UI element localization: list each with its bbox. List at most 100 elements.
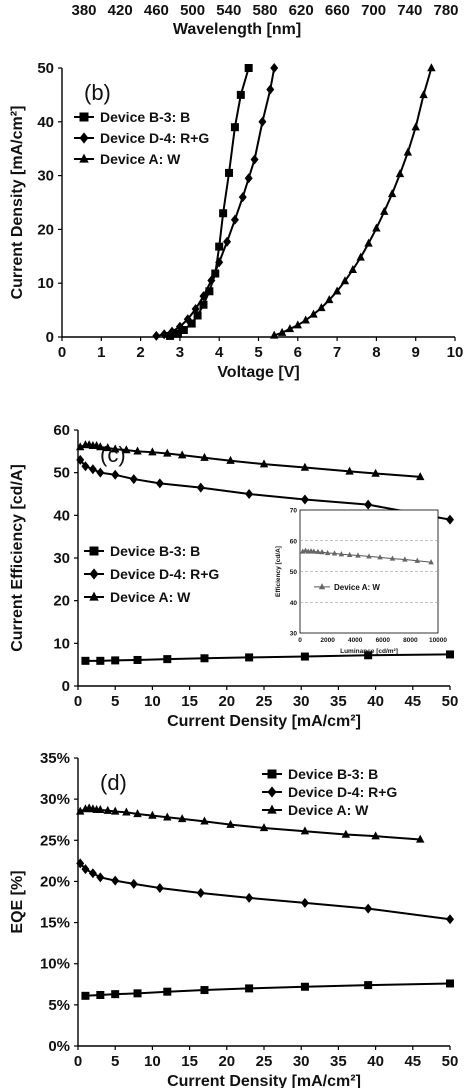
data-point xyxy=(364,903,373,914)
data-point xyxy=(300,494,309,505)
data-point xyxy=(163,448,172,457)
inset-x-axis-title: Luminance [cd/m²] xyxy=(340,648,398,655)
data-point xyxy=(403,147,413,156)
data-point xyxy=(325,295,334,304)
data-point xyxy=(317,303,326,312)
x-tick-label: 2 xyxy=(136,344,144,361)
x-axis-title: Voltage [V] xyxy=(217,364,299,381)
data-point xyxy=(205,287,214,296)
series-line xyxy=(85,653,451,662)
legend-item: Device B-3: B xyxy=(74,109,190,125)
inset-chart: 30 40 50 60 70 0 2000 4000 6000 8000 10000 Luminanc… xyxy=(275,508,447,656)
inset-x-tick-label: 4000 xyxy=(348,637,363,644)
axes-d xyxy=(77,758,450,1047)
data-point xyxy=(148,810,157,819)
inset-legend-marker xyxy=(318,583,326,590)
legend-label: Device B-3: B xyxy=(288,766,378,782)
series-line xyxy=(79,807,421,841)
data-point xyxy=(446,979,454,988)
inset-x-tick-label: 8000 xyxy=(403,637,418,644)
y-tick-label: 0 xyxy=(62,678,70,695)
data-point xyxy=(411,122,420,131)
data-point xyxy=(300,462,310,471)
y-axis-title: EQE [%] xyxy=(9,870,26,933)
y-tick-label: 30% xyxy=(40,791,70,808)
inset-y-tick-label: 30 xyxy=(290,631,298,638)
data-point xyxy=(387,189,397,198)
y-axis-title: Current Density [mA/cm²] xyxy=(9,106,26,300)
x-axis-title: Current Density [mA/cm²] xyxy=(167,713,361,730)
legend-item: Device A: W xyxy=(84,589,191,605)
data-point xyxy=(250,154,259,165)
legend-marker xyxy=(267,804,277,814)
data-point xyxy=(309,309,318,318)
data-point xyxy=(230,123,239,132)
x-tick-label: 5 xyxy=(254,344,262,361)
top-axis-tick-label: 620 xyxy=(289,2,314,19)
data-point xyxy=(245,489,254,499)
x-tick-label: 15 xyxy=(181,693,198,710)
y-tick-label: 60 xyxy=(53,422,70,439)
x-tick-label: 30 xyxy=(293,693,310,710)
data-point xyxy=(81,864,90,875)
panel-d: 0 5 10 15 20 25 30 35 40 45 50 0% 5% 10% 15% 20% 25% 30% 3… xyxy=(9,750,458,1088)
data-point xyxy=(215,242,224,251)
legend-item: Device B-3: B xyxy=(262,766,378,782)
panel-label: (d) xyxy=(100,770,127,795)
inset-data-point xyxy=(319,549,325,555)
data-point xyxy=(111,990,120,999)
data-point xyxy=(301,315,310,324)
data-point xyxy=(230,214,239,225)
data-point xyxy=(364,651,373,660)
top-axis-tick-label: 540 xyxy=(216,2,241,19)
data-point xyxy=(416,834,425,843)
y-tick-label: 5% xyxy=(48,997,70,1014)
data-point xyxy=(96,656,105,665)
data-point xyxy=(270,63,279,73)
data-point xyxy=(196,482,205,493)
data-point xyxy=(179,326,188,335)
data-point xyxy=(168,326,177,337)
data-point xyxy=(200,986,209,995)
x-tick-label: 5 xyxy=(111,1053,119,1070)
data-point xyxy=(76,858,85,869)
x-tick-label: 50 xyxy=(442,1053,459,1070)
data-point xyxy=(177,814,187,823)
series-line xyxy=(85,982,451,997)
data-point xyxy=(88,868,97,879)
legend-item: Device D-4: R+G xyxy=(262,784,397,800)
data-point xyxy=(427,63,436,72)
data-point xyxy=(166,331,175,340)
y-tick-label: 0% xyxy=(48,1038,70,1055)
inset-data-point xyxy=(315,548,321,554)
x-tick-label: 25 xyxy=(256,693,273,710)
data-point xyxy=(200,816,209,825)
data-point xyxy=(226,819,235,828)
legend-label: Device D-4: R+G xyxy=(100,130,209,146)
data-point xyxy=(76,454,85,465)
data-point xyxy=(380,206,389,215)
panel-b: 0 1 2 3 4 5 6 7 8 9 10 0 10 20 30 40 50 Voltage [V] Curren… xyxy=(9,2,463,381)
top-axis-tick-label: 580 xyxy=(252,2,277,19)
x-axis-title: Current Density [mA/cm²] xyxy=(167,1073,361,1088)
y-tick-label: 35% xyxy=(40,750,70,767)
series-line xyxy=(79,862,451,921)
y-tick-label: 40 xyxy=(53,507,70,524)
x-tick-label: 0 xyxy=(58,344,66,361)
data-point xyxy=(133,809,142,818)
top-axis-tick-label: 660 xyxy=(325,2,350,19)
data-point xyxy=(245,984,254,993)
data-point xyxy=(96,872,105,883)
data-point xyxy=(219,209,228,218)
x-tick-label: 30 xyxy=(293,1053,310,1070)
series-square xyxy=(81,979,454,1000)
legend-label: Device A: W xyxy=(288,802,369,818)
y-tick-label: 30 xyxy=(37,168,54,185)
data-point xyxy=(371,831,380,840)
y-axis-title: Current Efficiency [cd/A] xyxy=(9,464,26,652)
inset-data-point xyxy=(311,548,317,554)
inset-x-tick-label: 6000 xyxy=(376,637,391,644)
data-point xyxy=(348,264,358,273)
data-point xyxy=(88,464,97,475)
